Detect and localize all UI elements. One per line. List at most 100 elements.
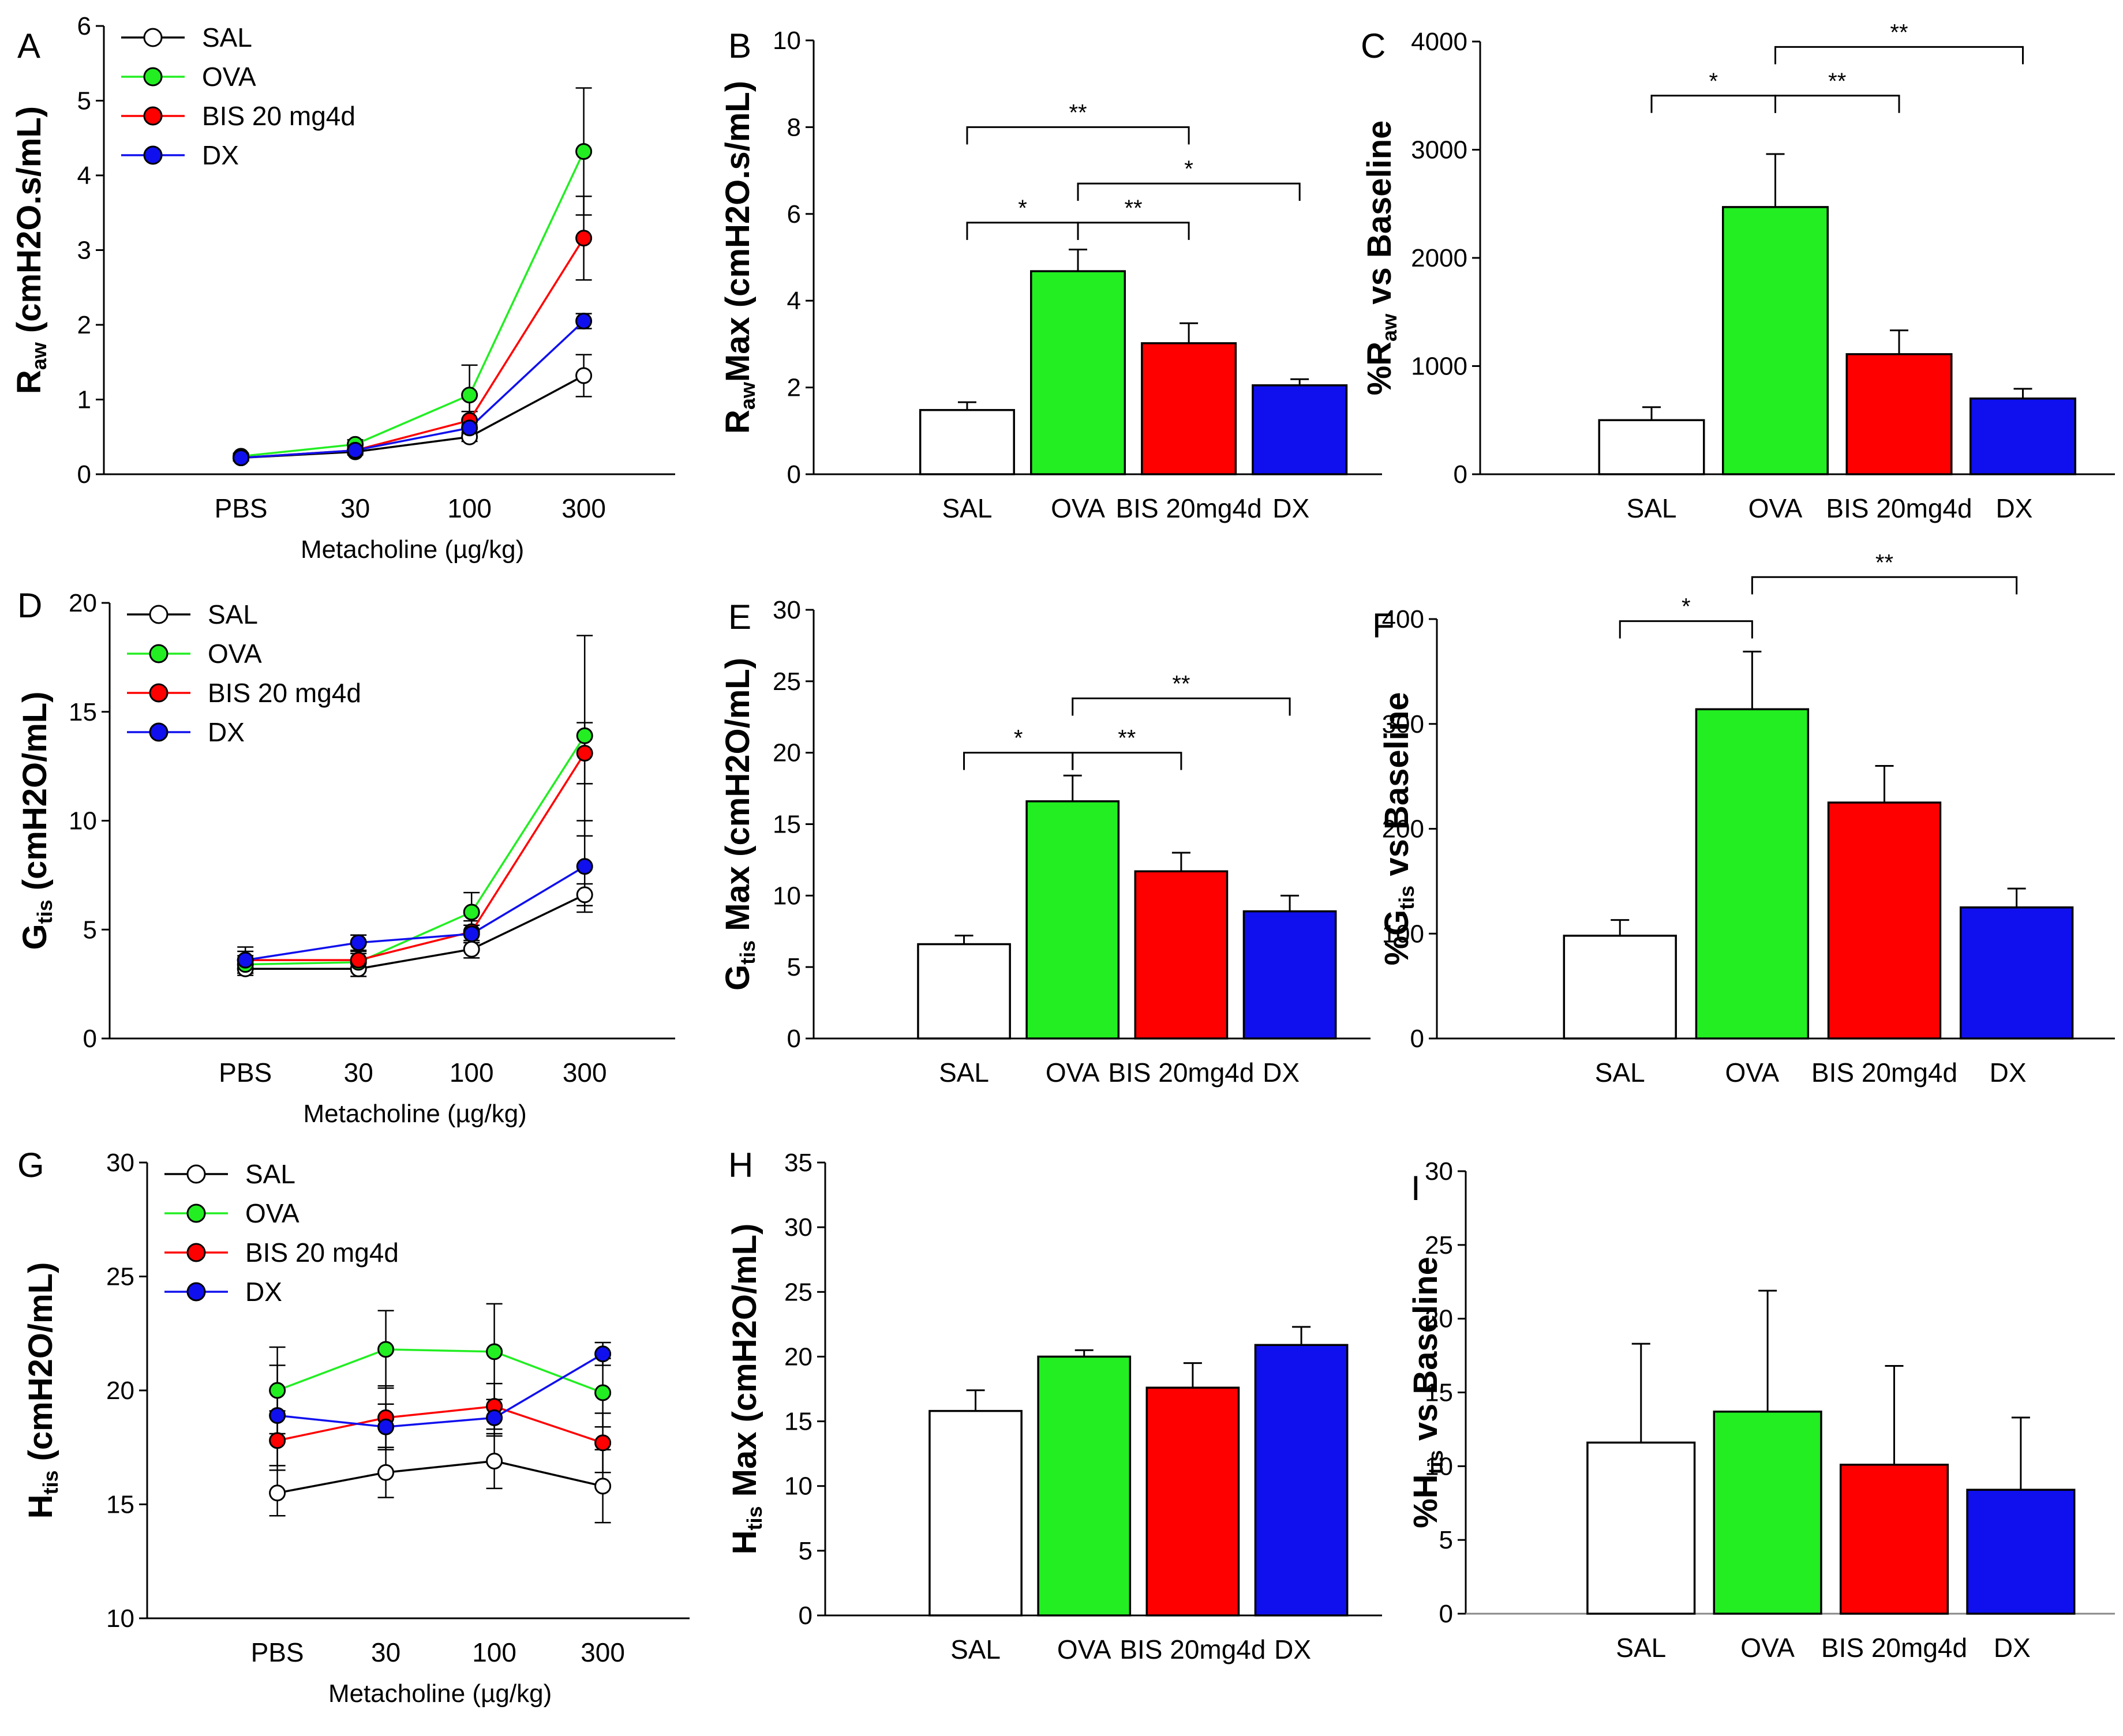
significance-bracket (966, 126, 1190, 145)
significance-label: ** (1172, 672, 1190, 697)
y-tick-label: 6 (77, 12, 91, 40)
y-tick-label: 1000 (1411, 353, 1467, 381)
x-tick-label: SAL (942, 493, 992, 523)
bar-dx (1252, 384, 1348, 475)
legend-marker (143, 145, 163, 165)
y-axis-label-sub: aw (27, 342, 51, 370)
significance-label: ** (1828, 69, 1846, 94)
series-line-ova (245, 735, 586, 966)
panel-label: E (728, 598, 751, 636)
y-axis-label-rest: Max (cmH2O.s/mL) (719, 81, 757, 382)
bar-ova (1713, 1410, 1822, 1615)
data-point-sal (377, 1464, 395, 1481)
data-point-ova (269, 1382, 286, 1399)
y-tick-label: 5 (1439, 1526, 1453, 1554)
bar-dx (1242, 910, 1337, 1040)
legend-marker (186, 1282, 206, 1302)
y-axis-label-main: H (726, 1531, 763, 1555)
panel-h: H 0 5 10 15 20 25 30 35 Htis Max (cmH2O/mL) SAL OVA… (726, 1146, 1382, 1664)
y-axis-label-rest: (cmH2O.s/mL) (10, 106, 48, 342)
significance-label: ** (1875, 550, 1893, 575)
x-tick-label: BIS 20mg4d (1811, 1058, 1957, 1088)
significance-bracket (1072, 752, 1182, 770)
data-point-sal (594, 1478, 612, 1495)
significance-label: * (1682, 594, 1691, 620)
x-tick-label: DX (1990, 1058, 2027, 1088)
y-tick-label: 3 (77, 237, 91, 265)
y-tick-label: 300 (1382, 710, 1424, 738)
x-tick-label: 300 (561, 493, 606, 523)
panel-label: B (728, 27, 751, 65)
x-axis-label: Metacholine (µg/kg) (301, 535, 524, 564)
y-tick-label: 15 (784, 1408, 812, 1436)
series-line-ova (276, 1348, 604, 1394)
legend-marker (149, 605, 169, 624)
y-axis-label-rest: vs Baseline (1361, 121, 1398, 314)
x-tick-label: DX (1996, 493, 2033, 523)
bar-ova (1695, 708, 1810, 1040)
panel-i: I 0 5 10 15 20 25 30 %Htis vs Baseline SAL OVA BIS … (1407, 1157, 2115, 1663)
y-tick-label: 10 (773, 27, 801, 55)
data-point-ova (377, 1341, 395, 1358)
panel-label: A (17, 27, 40, 65)
data-point-dx (575, 313, 593, 330)
y-tick-label: 6 (787, 200, 801, 228)
bar-sal (917, 943, 1011, 1040)
significance-bracket (1619, 620, 1753, 639)
y-tick-label: 10 (69, 807, 97, 835)
significance-bracket (1072, 698, 1291, 716)
legend-marker (186, 1164, 206, 1184)
y-axis-label: Raw (cmH2O.s/mL) (10, 106, 51, 394)
y-tick-label: 15 (1425, 1379, 1453, 1407)
series-line-dx (245, 865, 586, 961)
y-axis-label-sub: tis (736, 940, 759, 965)
y-tick-label: 20 (784, 1343, 812, 1371)
y-axis-label-rest: Max (cmH2O/mL) (719, 658, 757, 940)
data-point-sal (486, 1452, 503, 1469)
x-tick-label: 300 (563, 1058, 607, 1088)
data-point-ova (576, 727, 593, 744)
y-tick-label: 10 (1425, 1452, 1453, 1480)
panel-label: H (728, 1146, 753, 1184)
data-point-dx (237, 951, 254, 969)
panel-label: D (17, 586, 42, 625)
x-tick-label: DX (1274, 1634, 1311, 1664)
legend-label: DX (245, 1277, 282, 1307)
significance-label: * (1709, 69, 1718, 94)
y-tick-label: 15 (773, 811, 801, 839)
series-line-bis (241, 237, 585, 459)
y-axis-label-sub: aw (1377, 313, 1401, 342)
data-point-ova (461, 387, 478, 404)
x-tick-label: BIS 20mg4d (1821, 1633, 1967, 1663)
y-axis-label-sub: tis (39, 1471, 62, 1495)
y-axis-label-rest: Max (cmH2O/mL) (726, 1224, 763, 1506)
y-tick-label: 4 (787, 287, 801, 315)
significance-label: ** (1124, 196, 1142, 221)
y-tick-label: 25 (106, 1263, 134, 1291)
x-tick-label: BIS 20mg4d (1108, 1058, 1254, 1088)
x-tick-label: BIS 20mg4d (1119, 1634, 1265, 1664)
data-point-bis (576, 744, 593, 762)
significance-bracket (1774, 95, 1900, 113)
y-axis-label-rest: vs Baseline (1378, 692, 1416, 885)
y-tick-label: 15 (106, 1491, 134, 1519)
legend-marker (149, 683, 169, 703)
y-axis-label-rest: (cmH2O/mL) (16, 691, 54, 899)
significance-bracket (1077, 222, 1190, 240)
bar-bis (1827, 801, 1942, 1040)
x-tick-label: 30 (371, 1637, 400, 1667)
y-tick-label: 0 (1439, 1600, 1453, 1628)
panel-f: F 0 100 200 300 400 %Gtis vs Baseline SAL OVA BIS… (1372, 550, 2115, 1088)
legend-label: BIS 20 mg4d (208, 678, 361, 708)
series-line-dx (277, 1353, 604, 1428)
panel-e: E 0 5 10 15 20 25 30 Gtis Max (cmH2O/mL) SAL OVA BI… (719, 596, 1371, 1088)
y-tick-label: 400 (1382, 605, 1424, 633)
y-tick-label: 30 (784, 1213, 812, 1242)
panel-d: D 0 5 10 15 20 Gtis (cmH2O/mL) PBS 30 100 300 Metac… (16, 586, 675, 1128)
x-tick-label: 30 (344, 1058, 373, 1088)
y-tick-label: 3000 (1411, 136, 1467, 164)
bar-bis (1134, 870, 1229, 1040)
data-point-dx (463, 925, 480, 943)
significance-label: ** (1890, 20, 1908, 45)
y-tick-label: 25 (1425, 1231, 1453, 1259)
